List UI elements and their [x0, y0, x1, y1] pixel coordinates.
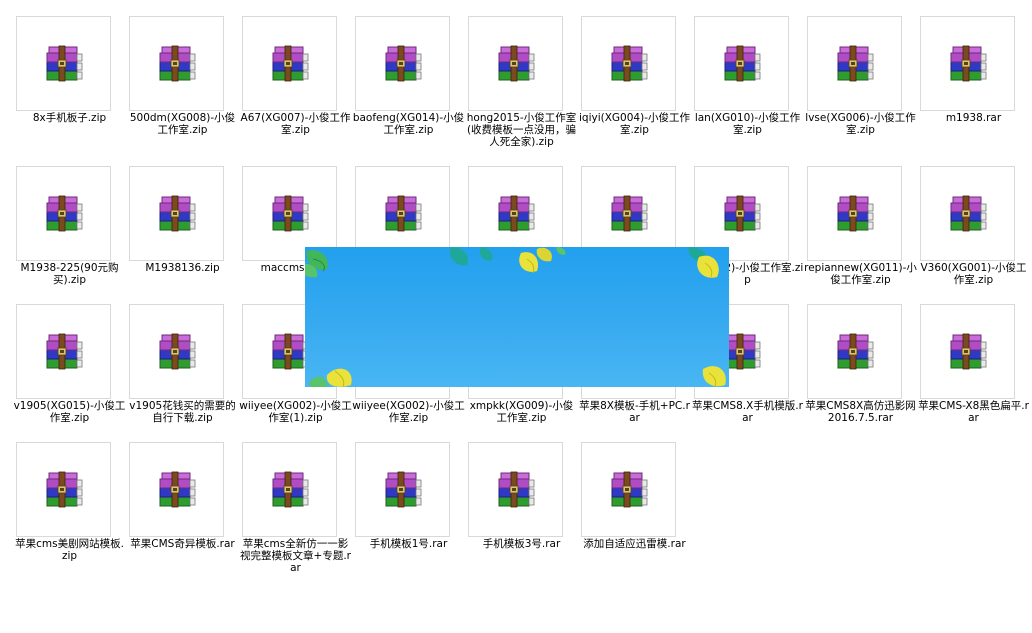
winrar-archive-icon — [382, 469, 424, 511]
file-thumbnail[interactable] — [581, 442, 676, 537]
file-name-label: 手机模板1号.rar — [352, 538, 465, 550]
winrar-archive-icon — [156, 43, 198, 85]
leaf — [450, 247, 468, 265]
file-name-label: iqiyi(XG004)-小俊工作室.zip — [578, 112, 691, 136]
winrar-archive-icon — [269, 469, 311, 511]
winrar-archive-icon — [43, 331, 85, 373]
file-thumbnail[interactable] — [129, 16, 224, 111]
file-name-label: V360(XG001)-小俊工作室.zip — [917, 262, 1030, 286]
winrar-archive-icon — [608, 193, 650, 235]
file-name-label: hong2015-小俊工作室(收费模板一点没用，骗人死全家).zip — [465, 112, 578, 148]
file-name-label: repiannew(XG011)-小俊工作室.zip — [804, 262, 917, 286]
file-name-label: A67(XG007)-小俊工作室.zip — [239, 112, 352, 136]
file-thumbnail[interactable] — [16, 16, 111, 111]
winrar-archive-icon — [43, 43, 85, 85]
winrar-archive-icon — [834, 331, 876, 373]
file-thumbnail[interactable] — [468, 442, 563, 537]
file-name-label: 手机模板3号.rar — [465, 538, 578, 550]
winrar-archive-icon — [721, 193, 763, 235]
file-thumbnail[interactable] — [581, 16, 676, 111]
leaf — [556, 247, 565, 255]
winrar-archive-icon — [269, 43, 311, 85]
file-name-label: 苹果CMS-X8黑色扁平.rar — [917, 400, 1030, 424]
winrar-archive-icon — [382, 193, 424, 235]
file-thumbnail[interactable] — [807, 304, 902, 399]
winrar-archive-icon — [495, 193, 537, 235]
file-name-label: 添加自适应迅雷模.rar — [578, 538, 691, 550]
file-thumbnail[interactable] — [242, 16, 337, 111]
file-name-label: 苹果CMS奇异模板.rar — [126, 538, 239, 550]
leaf — [697, 256, 719, 278]
file-name-label: M1938-225(90元购买).zip — [13, 262, 126, 286]
winrar-archive-icon — [382, 43, 424, 85]
file-name-label: M1938136.zip — [126, 262, 239, 274]
file-thumbnail[interactable] — [920, 166, 1015, 261]
file-thumbnail[interactable] — [16, 304, 111, 399]
banner-leaves — [305, 247, 729, 387]
winrar-archive-icon — [834, 43, 876, 85]
winrar-archive-icon — [495, 469, 537, 511]
file-name-label: 苹果CMS8X高仿迅影网2016.7.5.rar — [804, 400, 917, 424]
file-name-label: 8x手机板子.zip — [13, 112, 126, 124]
winrar-archive-icon — [608, 43, 650, 85]
winrar-archive-icon — [721, 43, 763, 85]
file-name-label: xmpkk(XG009)-小俊工作室.zip — [465, 400, 578, 424]
file-name-label: m1938.rar — [917, 112, 1030, 124]
file-thumbnail[interactable] — [129, 304, 224, 399]
winrar-archive-icon — [43, 469, 85, 511]
winrar-archive-icon — [608, 469, 650, 511]
leaf — [480, 247, 493, 261]
file-name-label: v1905(XG015)-小俊工作室.zip — [13, 400, 126, 424]
file-thumbnail[interactable] — [16, 166, 111, 261]
file-name-label: 苹果cms美剧网站模板.zip — [13, 538, 126, 562]
file-thumbnail[interactable] — [355, 16, 450, 111]
winrar-archive-icon — [947, 193, 989, 235]
file-thumbnail[interactable] — [920, 304, 1015, 399]
file-thumbnail[interactable] — [920, 16, 1015, 111]
file-name-label: 苹果cms全新仿一一影视完整模板文章+专题.rar — [239, 538, 352, 574]
overlay-banner-popup[interactable] — [305, 247, 729, 387]
file-name-label: 苹果CMS8.X手机模版.rar — [691, 400, 804, 424]
file-thumbnail[interactable] — [468, 16, 563, 111]
winrar-archive-icon — [947, 43, 989, 85]
winrar-archive-icon — [156, 469, 198, 511]
leaf — [309, 377, 327, 387]
winrar-archive-icon — [269, 193, 311, 235]
file-thumbnail[interactable] — [129, 166, 224, 261]
file-thumbnail[interactable] — [242, 442, 337, 537]
leaf — [519, 252, 538, 272]
winrar-archive-icon — [156, 331, 198, 373]
file-name-label: wiiyee(XG002)-小俊工作室(1).zip — [239, 400, 352, 424]
file-thumbnail[interactable] — [694, 16, 789, 111]
winrar-archive-icon — [495, 43, 537, 85]
file-thumbnail[interactable] — [16, 442, 111, 537]
leaf — [703, 366, 726, 386]
leaf — [537, 248, 552, 262]
file-thumbnail[interactable] — [355, 442, 450, 537]
file-name-label: wiiyee(XG002)-小俊工作室.zip — [352, 400, 465, 424]
winrar-archive-icon — [156, 193, 198, 235]
file-thumbnail[interactable] — [129, 442, 224, 537]
file-name-label: lan(XG010)-小俊工作室.zip — [691, 112, 804, 136]
file-name-label: lvse(XG006)-小俊工作室.zip — [804, 112, 917, 136]
file-name-label: 500dm(XG008)-小俊工作室.zip — [126, 112, 239, 136]
file-name-label: 苹果8X模板-手机+PC.rar — [578, 400, 691, 424]
file-thumbnail[interactable] — [807, 166, 902, 261]
file-thumbnail[interactable] — [807, 16, 902, 111]
file-name-label: baofeng(XG014)-小俊工作室.zip — [352, 112, 465, 136]
file-name-label: v1905花钱买的需要的自行下载.zip — [126, 400, 239, 424]
leaf — [327, 369, 352, 387]
winrar-archive-icon — [834, 193, 876, 235]
winrar-archive-icon — [947, 331, 989, 373]
winrar-archive-icon — [43, 193, 85, 235]
